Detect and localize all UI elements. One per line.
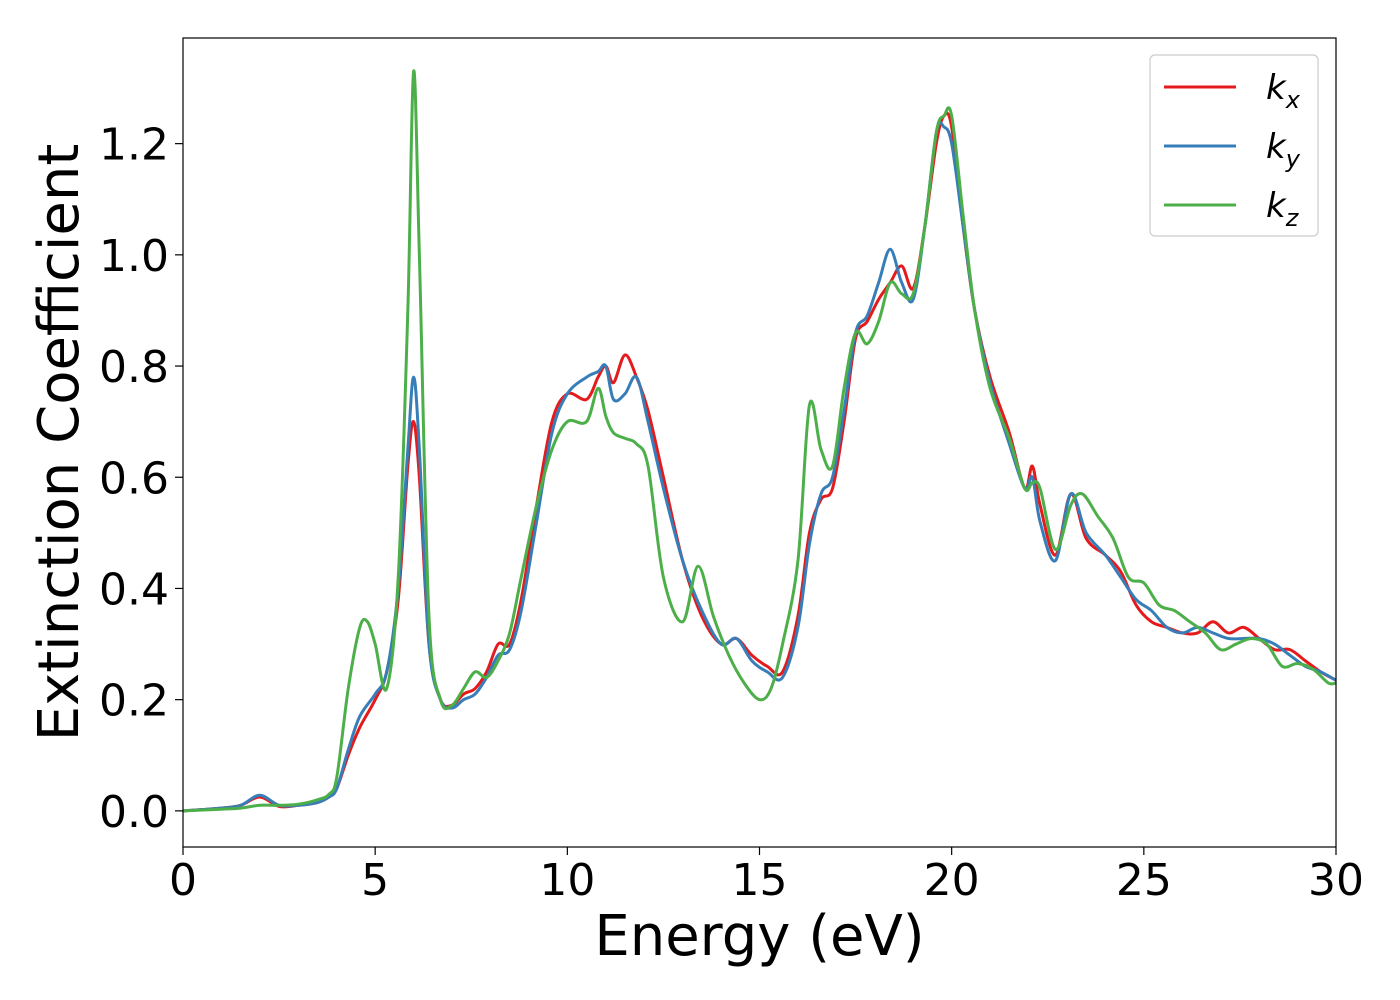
y-axis-ticks: 0.0 0.2 0.4 0.6 0.8 1.0 1.2 bbox=[99, 120, 183, 838]
series-layer bbox=[183, 69, 1336, 813]
series-line-ky bbox=[183, 121, 1336, 813]
y-tick-label: 0.2 bbox=[99, 676, 169, 727]
y-tick-label: 1.0 bbox=[99, 231, 169, 282]
x-tick-label: 15 bbox=[732, 855, 788, 906]
legend-label-base: k bbox=[1266, 186, 1287, 226]
legend-entry-kz: kz bbox=[1164, 186, 1300, 232]
x-tick-label: 20 bbox=[924, 855, 980, 906]
legend-label-subscript: x bbox=[1285, 86, 1301, 114]
x-axis-ticks: 0 5 10 15 20 25 30 bbox=[169, 847, 1364, 906]
y-tick-label: 0.0 bbox=[99, 787, 169, 838]
y-tick-label: 0.8 bbox=[99, 342, 169, 393]
y-tick-label: 0.4 bbox=[99, 564, 169, 615]
y-tick-label: 0.6 bbox=[99, 453, 169, 504]
legend-label-subscript: y bbox=[1285, 145, 1301, 173]
x-tick-label: 10 bbox=[539, 855, 595, 906]
y-axis-label: Extinction Coefficient bbox=[27, 144, 92, 742]
series-line-kz bbox=[183, 69, 1336, 813]
legend-entry-kx: kx bbox=[1164, 68, 1301, 114]
x-tick-label: 5 bbox=[361, 855, 389, 906]
legend-label: ky bbox=[1266, 127, 1301, 173]
legend-label-subscript: z bbox=[1285, 204, 1300, 232]
x-tick-label: 0 bbox=[169, 855, 197, 906]
y-tick-label: 1.2 bbox=[99, 120, 169, 171]
legend-label-base: k bbox=[1266, 68, 1287, 108]
x-tick-label: 30 bbox=[1308, 855, 1364, 906]
legend-label-base: k bbox=[1266, 127, 1287, 167]
legend-label: kx bbox=[1266, 68, 1301, 114]
legend-entry-ky: ky bbox=[1164, 127, 1301, 173]
x-tick-label: 25 bbox=[1116, 855, 1172, 906]
x-axis-label: Energy (eV) bbox=[594, 904, 924, 969]
legend-label: kz bbox=[1266, 186, 1300, 232]
